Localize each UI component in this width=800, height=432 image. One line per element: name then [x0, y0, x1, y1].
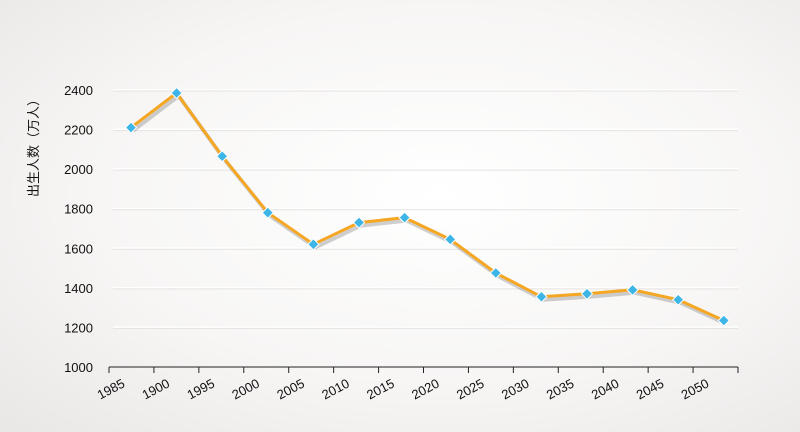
x-tick-label: 2010: [319, 376, 352, 403]
series-line: [129, 91, 726, 322]
data-point: [443, 233, 457, 246]
x-tick-label: 2020: [409, 376, 442, 403]
x-tick-label: 2045: [634, 376, 667, 403]
data-point: [671, 293, 685, 306]
x-tick-label: 1995: [184, 376, 217, 403]
x-tick-labels: 1985 1900 1995 2000 2005 2010 2015 2020 2025 2030…: [95, 376, 712, 403]
axes: [108, 366, 739, 373]
data-point: [398, 211, 411, 224]
x-tick-label: 2000: [229, 376, 262, 403]
x-tick-label: 1985: [95, 376, 128, 403]
y-tick-labels: 1000 1200 1400 1600 1800 2000 2200 2400: [64, 83, 93, 375]
x-tick-label: 2005: [274, 376, 307, 403]
x-tick-label: 2040: [589, 376, 622, 403]
x-tick-label: 2025: [454, 376, 487, 403]
data-point: [717, 314, 731, 327]
gridlines: [113, 89, 738, 329]
data-point: [307, 238, 320, 251]
y-tick-label: 1600: [64, 241, 93, 256]
y-tick-label: 2200: [64, 123, 93, 138]
x-tick-label: 2030: [499, 376, 532, 403]
y-tick-label: 1400: [64, 281, 93, 296]
data-point: [124, 121, 138, 134]
data-point: [626, 283, 639, 297]
y-tick-label: 1000: [64, 360, 93, 375]
x-tick-label: 1900: [140, 376, 173, 403]
y-tick-label: 1200: [64, 320, 93, 335]
data-point: [535, 290, 548, 303]
x-tick-label: 2035: [544, 376, 577, 403]
series: [124, 86, 731, 327]
x-tick-label: 2050: [679, 376, 712, 403]
y-tick-label: 1800: [64, 202, 93, 217]
data-point: [215, 150, 229, 163]
data-point: [580, 287, 594, 300]
data-point: [352, 216, 366, 229]
y-axis-label: 出生人数（万人）: [27, 93, 42, 197]
x-tick-label: 2015: [364, 376, 397, 403]
y-tick-label: 2000: [64, 162, 93, 177]
data-point: [489, 266, 503, 280]
data-point: [170, 86, 183, 100]
data-point: [261, 206, 275, 219]
y-tick-label: 2400: [64, 83, 93, 98]
